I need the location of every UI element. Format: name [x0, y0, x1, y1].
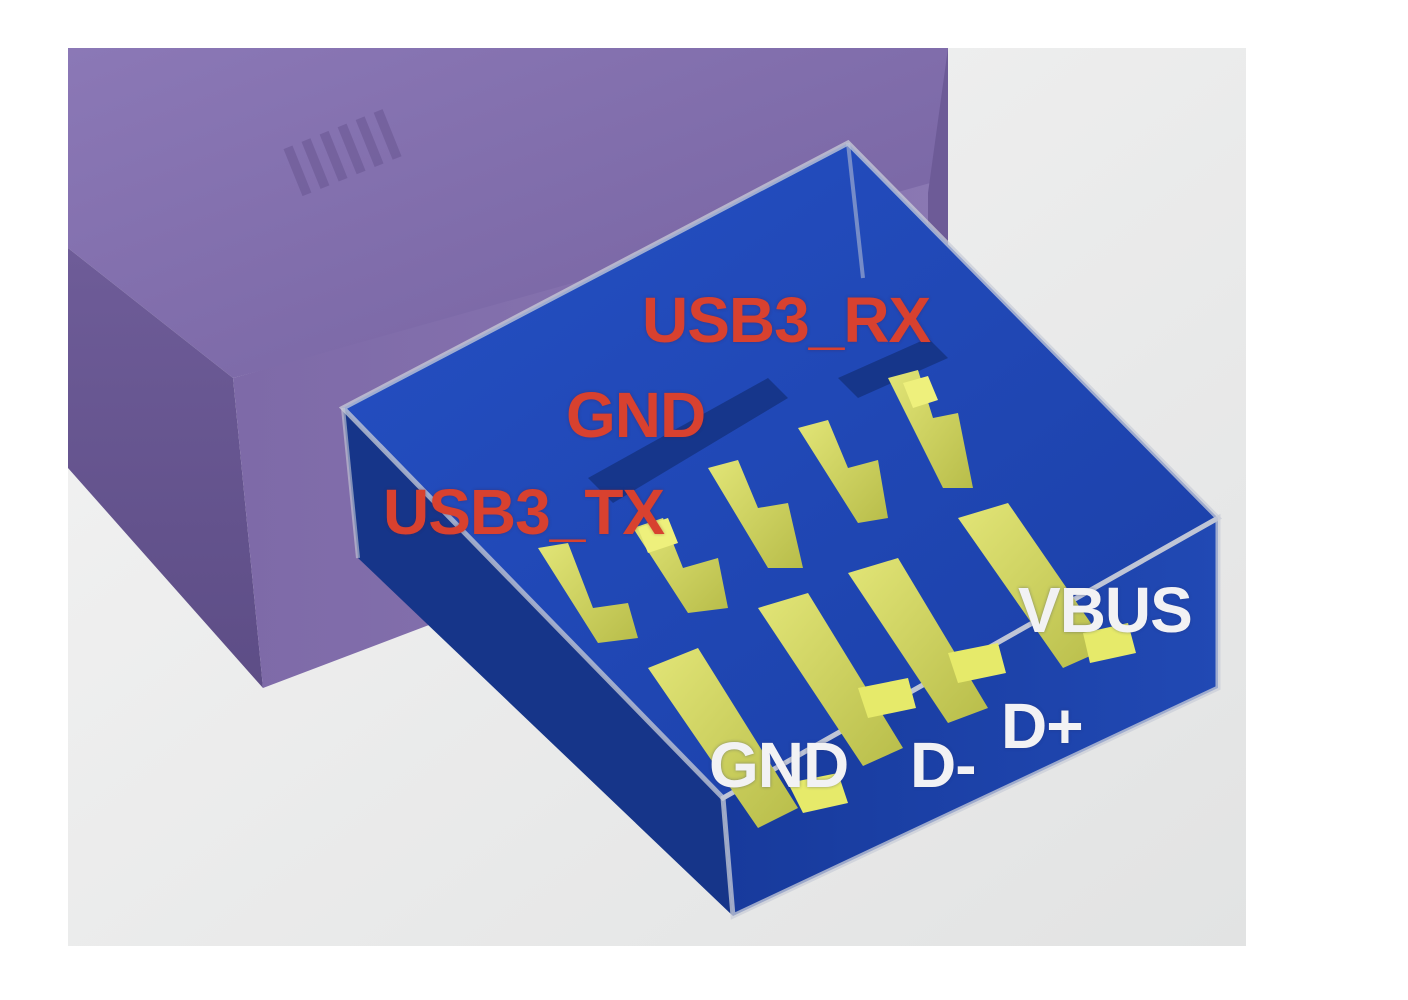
usb3-connector-photo: llllll [68, 48, 1246, 946]
label-d-plus: D+ [1001, 690, 1084, 762]
label-usb3-rx: USB3_RX [642, 284, 931, 356]
label-d-minus: D- [910, 729, 977, 801]
label-gnd-bottom: GND [709, 729, 849, 801]
usb2-contacts [648, 503, 1136, 828]
label-gnd-top: GND [566, 379, 706, 451]
label-usb3-tx: USB3_TX [383, 476, 665, 548]
connector-tongue [338, 139, 1223, 920]
label-vbus: VBUS [1018, 574, 1193, 646]
usb3-spring-contacts [538, 370, 973, 643]
